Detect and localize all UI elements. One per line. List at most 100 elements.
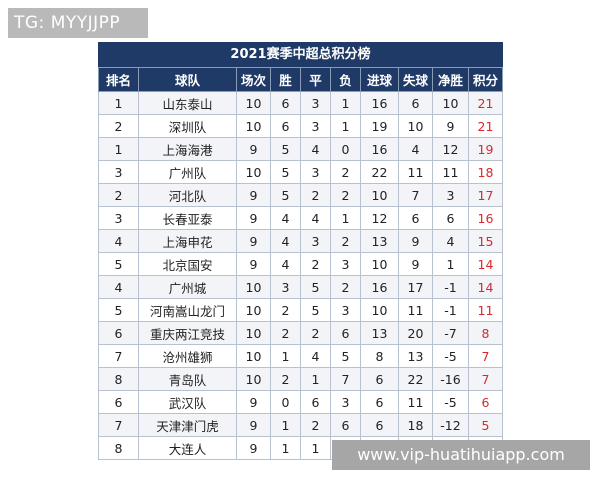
- cell-goals-against: 11: [398, 298, 433, 322]
- cell-rank: 3: [98, 206, 139, 230]
- cell-goals-against: 9: [398, 252, 433, 276]
- cell-drawn: 3: [300, 114, 331, 138]
- cell-won: 4: [270, 206, 301, 230]
- cell-points: 21: [468, 91, 503, 115]
- table-row: 3 长春亚泰 9 4 4 1 12 6 6 16: [98, 206, 503, 230]
- cell-lost: 5: [330, 344, 361, 368]
- table-row: 2 河北队 9 5 2 2 10 7 3 17: [98, 183, 503, 207]
- column-header-drawn: 平: [300, 67, 331, 92]
- cell-team: 上海申花: [138, 229, 237, 253]
- cell-drawn: 3: [300, 91, 331, 115]
- cell-goal-difference: -5: [432, 344, 469, 368]
- cell-points: 8: [468, 321, 503, 345]
- cell-won: 2: [270, 298, 301, 322]
- cell-played: 10: [236, 114, 271, 138]
- cell-points: 7: [468, 344, 503, 368]
- cell-team: 广州队: [138, 160, 237, 184]
- cell-played: 10: [236, 321, 271, 345]
- cell-goal-difference: 3: [432, 183, 469, 207]
- cell-goal-difference: 9: [432, 114, 469, 138]
- table-row: 7 天津津门虎 9 1 2 6 6 18 -12 5: [98, 413, 503, 437]
- cell-goals-against: 11: [398, 390, 433, 414]
- cell-rank: 3: [98, 160, 139, 184]
- cell-lost: 3: [330, 390, 361, 414]
- cell-rank: 4: [98, 275, 139, 299]
- cell-goals-for: 19: [360, 114, 399, 138]
- cell-won: 3: [270, 275, 301, 299]
- cell-played: 9: [236, 413, 271, 437]
- cell-won: 1: [270, 436, 301, 460]
- table-row: 7 沧州雄狮 10 1 4 5 8 13 -5 7: [98, 344, 503, 368]
- cell-played: 9: [236, 390, 271, 414]
- cell-played: 9: [236, 137, 271, 161]
- cell-goals-for: 10: [360, 298, 399, 322]
- cell-team: 河南嵩山龙门: [138, 298, 237, 322]
- cell-goals-for: 10: [360, 183, 399, 207]
- cell-goals-against: 10: [398, 114, 433, 138]
- table-header: 排名 球队 场次胜平负进球 失球 净胜 积分: [98, 67, 503, 92]
- column-header-team: 球队: [138, 67, 237, 92]
- cell-goals-for: 16: [360, 137, 399, 161]
- cell-drawn: 2: [300, 413, 331, 437]
- cell-lost: 7: [330, 367, 361, 391]
- cell-team: 沧州雄狮: [138, 344, 237, 368]
- cell-played: 9: [236, 252, 271, 276]
- cell-drawn: 1: [300, 436, 331, 460]
- cell-drawn: 2: [300, 252, 331, 276]
- cell-rank: 7: [98, 413, 139, 437]
- cell-goal-difference: -1: [432, 298, 469, 322]
- cell-goal-difference: -1: [432, 275, 469, 299]
- table-title: 2021赛季中超总积分榜: [98, 42, 503, 67]
- cell-team: 大连人: [138, 436, 237, 460]
- cell-won: 6: [270, 114, 301, 138]
- cell-rank: 4: [98, 229, 139, 253]
- watermark-url: www.vip-huatihuiapp.com: [332, 440, 590, 470]
- cell-drawn: 5: [300, 298, 331, 322]
- table-row: 2 深圳队 10 6 3 1 19 10 9 21: [98, 114, 503, 138]
- cell-played: 10: [236, 367, 271, 391]
- cell-drawn: 3: [300, 229, 331, 253]
- cell-drawn: 2: [300, 183, 331, 207]
- cell-goal-difference: -12: [432, 413, 469, 437]
- cell-drawn: 1: [300, 367, 331, 391]
- cell-goals-for: 10: [360, 252, 399, 276]
- table-row: 3 广州队 10 5 3 2 22 11 11 18: [98, 160, 503, 184]
- cell-lost: 2: [330, 275, 361, 299]
- table-row: 5 河南嵩山龙门 10 2 5 3 10 11 -1 11: [98, 298, 503, 322]
- cell-goals-for: 13: [360, 321, 399, 345]
- table-row: 8 青岛队 10 2 1 7 6 22 -16 7: [98, 367, 503, 391]
- cell-team: 天津津门虎: [138, 413, 237, 437]
- cell-points: 16: [468, 206, 503, 230]
- cell-goals-against: 9: [398, 229, 433, 253]
- cell-goals-against: 6: [398, 91, 433, 115]
- header-row: 排名 球队 场次胜平负进球 失球 净胜 积分: [98, 67, 503, 92]
- cell-goals-against: 7: [398, 183, 433, 207]
- cell-points: 6: [468, 390, 503, 414]
- cell-team: 长春亚泰: [138, 206, 237, 230]
- cell-goal-difference: -5: [432, 390, 469, 414]
- cell-points: 21: [468, 114, 503, 138]
- cell-lost: 1: [330, 114, 361, 138]
- cell-played: 9: [236, 229, 271, 253]
- cell-won: 2: [270, 321, 301, 345]
- column-header-lost: 负: [330, 67, 361, 92]
- column-header-rank: 排名: [98, 67, 139, 92]
- column-header-won: 胜: [270, 67, 301, 92]
- cell-played: 10: [236, 298, 271, 322]
- cell-won: 0: [270, 390, 301, 414]
- cell-points: 7: [468, 367, 503, 391]
- cell-lost: 2: [330, 183, 361, 207]
- cell-goals-against: 17: [398, 275, 433, 299]
- column-header-goals-for: 进球: [360, 67, 399, 92]
- cell-lost: 0: [330, 137, 361, 161]
- cell-goals-against: 22: [398, 367, 433, 391]
- cell-goals-for: 6: [360, 413, 399, 437]
- cell-rank: 5: [98, 298, 139, 322]
- cell-points: 11: [468, 298, 503, 322]
- table-row: 1 山东泰山 10 6 3 1 16 6 10 21: [98, 91, 503, 115]
- cell-points: 18: [468, 160, 503, 184]
- cell-points: 14: [468, 252, 503, 276]
- cell-points: 17: [468, 183, 503, 207]
- cell-goal-difference: 11: [432, 160, 469, 184]
- watermark-tg-handle: TG: MYYJJPP: [8, 8, 148, 38]
